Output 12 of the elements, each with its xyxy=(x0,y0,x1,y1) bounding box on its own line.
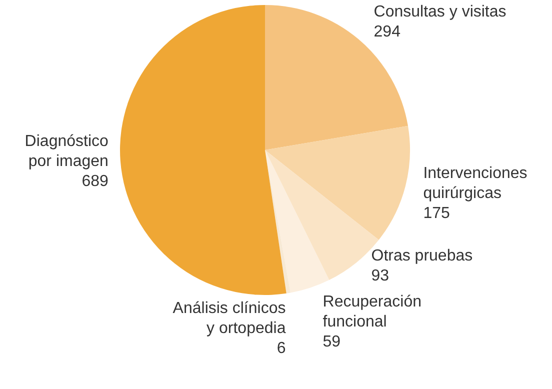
data-label: 689 xyxy=(82,172,109,190)
slice-label: Análisis clínicos y ortopedia xyxy=(172,300,286,337)
slice-label: Intervenciones quirúrgicas xyxy=(423,164,528,202)
data-label: 59 xyxy=(322,333,341,350)
slice-label: Diagnóstico por imagen xyxy=(24,132,109,170)
data-label: 294 xyxy=(374,23,401,40)
data-label: 6 xyxy=(276,340,286,357)
data-label: 175 xyxy=(423,204,450,222)
data-label: 93 xyxy=(371,267,390,284)
slice-label: Recuperación funcional xyxy=(322,293,422,330)
slice-label: Otras pruebas xyxy=(371,247,473,264)
slice-label: Consultas y visitas xyxy=(374,3,506,20)
